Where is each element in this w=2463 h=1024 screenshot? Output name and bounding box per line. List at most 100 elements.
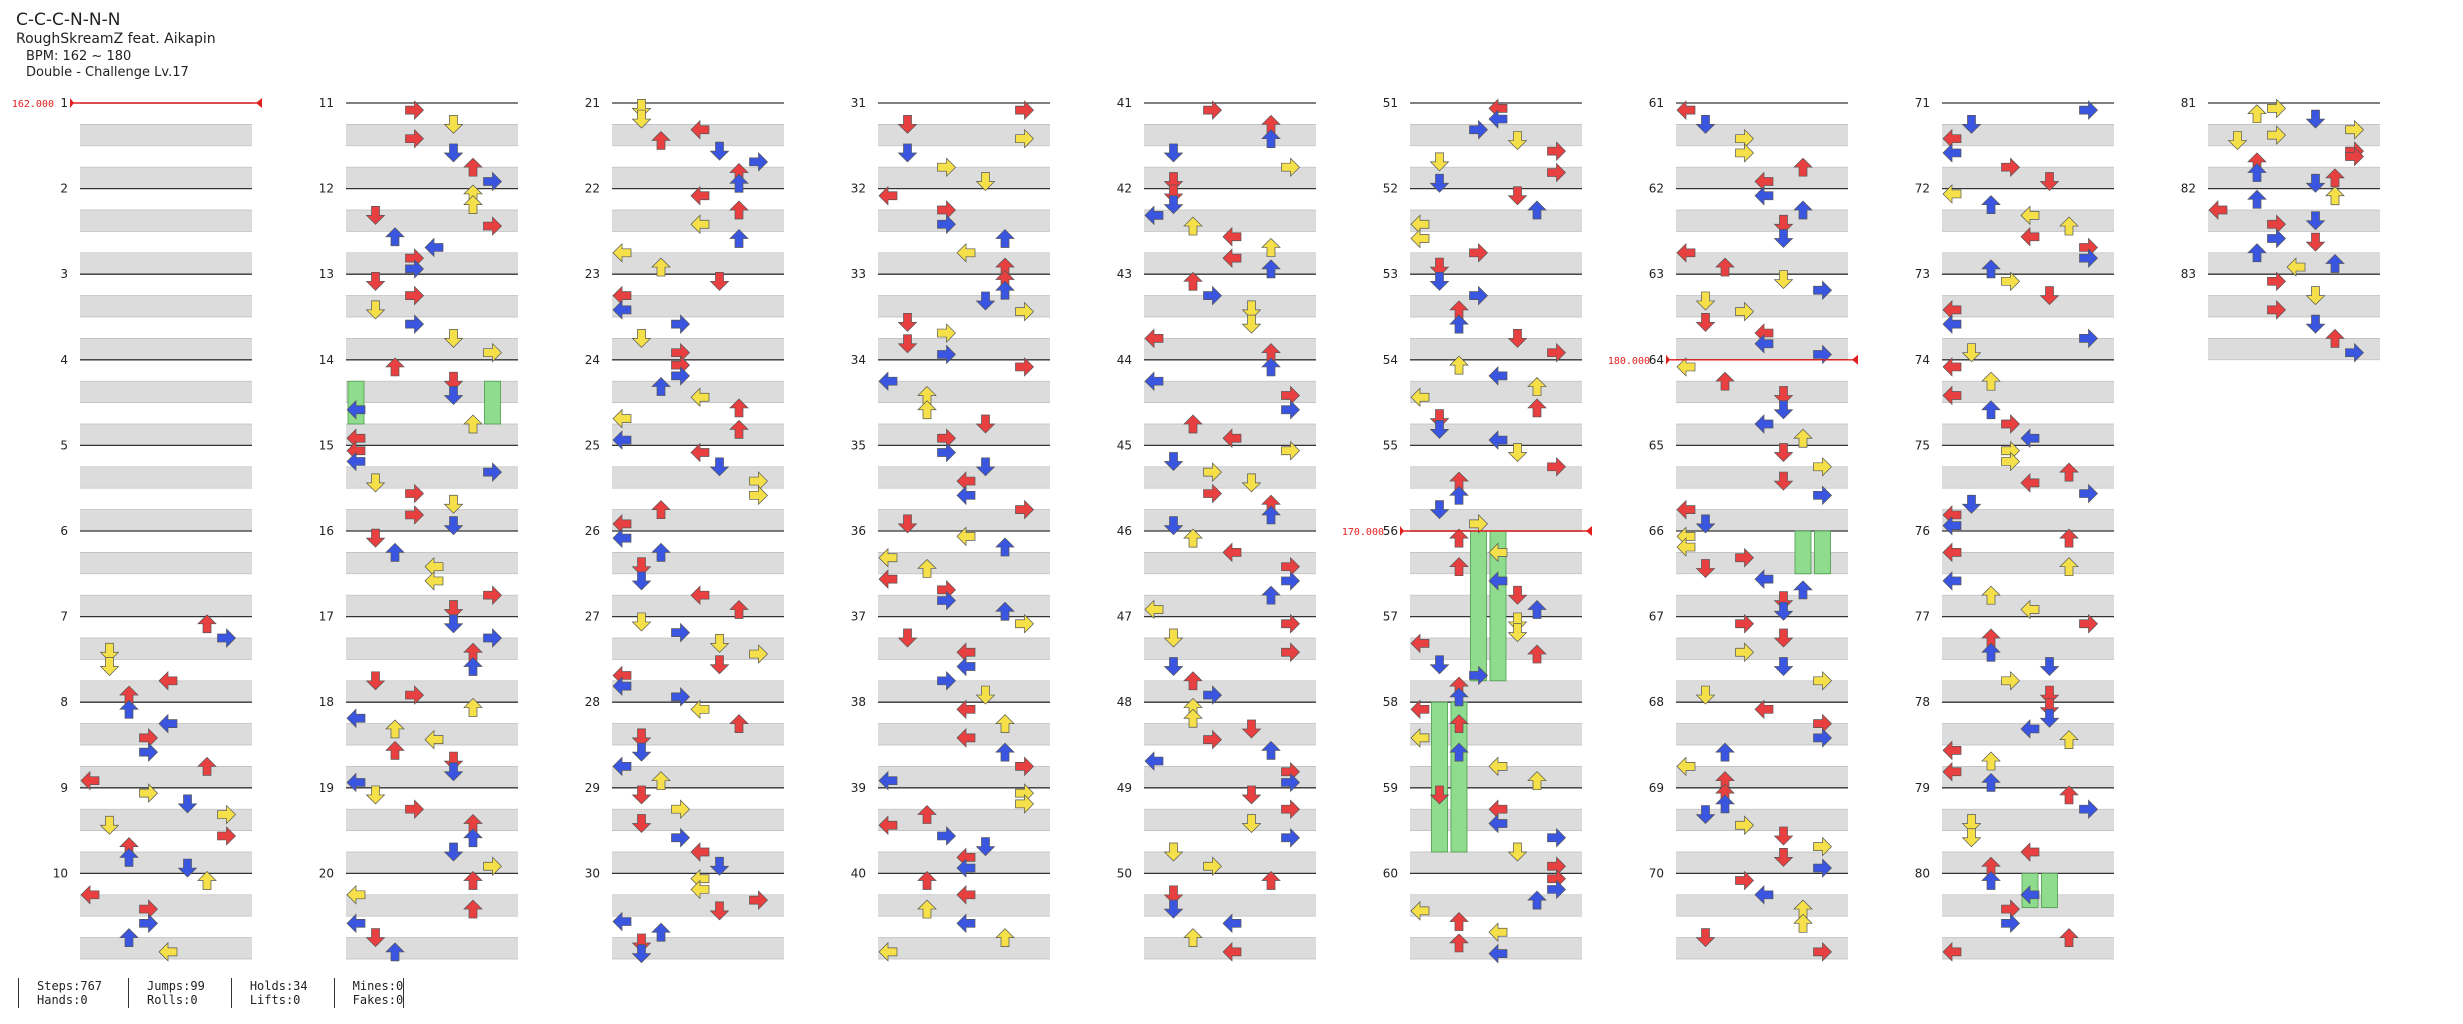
- up-arrow-icon: [1183, 528, 1203, 548]
- down-arrow-icon: [631, 814, 652, 833]
- measure-number: 8: [60, 695, 68, 709]
- arrow-shape: [1773, 471, 1794, 491]
- down-arrow-icon: [975, 172, 996, 191]
- right-arrow-icon: [937, 214, 956, 235]
- up-arrow-icon: [651, 771, 671, 791]
- up-arrow-icon: [1261, 740, 1281, 760]
- right-arrow-icon: [937, 590, 956, 611]
- arrow-shape: [1203, 100, 1222, 120]
- left-arrow-icon: [612, 430, 632, 450]
- down-arrow-icon: [631, 571, 652, 591]
- beat-band: [1676, 295, 1848, 317]
- down-arrow-icon: [2305, 286, 2326, 306]
- arrow-shape: [1981, 871, 2001, 890]
- arrow-shape: [1813, 942, 1832, 962]
- song-artist: RoughSkreamZ feat. Aikapin: [16, 31, 216, 48]
- up-arrow-icon: [1449, 528, 1469, 548]
- arrow-shape: [612, 430, 632, 450]
- up-arrow-icon: [2059, 528, 2079, 548]
- measure-number: 20: [319, 866, 334, 880]
- beat-band: [1410, 509, 1582, 531]
- down-arrow-icon: [631, 742, 652, 762]
- beat-band: [80, 723, 252, 745]
- measure-number: 17: [319, 610, 334, 624]
- right-arrow-icon: [405, 285, 424, 306]
- arrow-shape: [1222, 428, 1242, 449]
- left-arrow-icon: [158, 670, 178, 691]
- up-arrow-icon: [119, 699, 139, 719]
- arrow-shape: [405, 685, 424, 705]
- left-arrow-icon: [1488, 756, 1508, 777]
- arrow-shape: [995, 229, 1015, 248]
- arrow-shape: [1261, 237, 1281, 257]
- up-arrow-icon: [1981, 751, 2001, 771]
- measure-number: 73: [1915, 267, 1930, 281]
- left-arrow-icon: [1488, 430, 1508, 450]
- beat-band: [80, 338, 252, 360]
- beat-band: [1144, 295, 1316, 317]
- arrow-shape: [2001, 670, 2020, 691]
- arrow-shape: [2039, 657, 2060, 677]
- left-arrow-icon: [1488, 922, 1508, 943]
- right-arrow-icon: [405, 505, 424, 525]
- arrow-shape: [1961, 343, 1982, 363]
- up-arrow-icon: [1981, 195, 2001, 214]
- measure-number: 80: [1915, 866, 1930, 880]
- arrow-shape: [1507, 623, 1528, 643]
- up-arrow-icon: [385, 942, 405, 962]
- arrow-shape: [365, 785, 386, 805]
- arrow-shape: [1507, 585, 1528, 605]
- right-arrow-icon: [405, 799, 424, 820]
- up-arrow-icon: [995, 229, 1015, 248]
- right-arrow-icon: [1547, 342, 1566, 363]
- measure-number: 37: [851, 610, 866, 624]
- arrow-shape: [405, 100, 424, 120]
- beat-band: [80, 424, 252, 446]
- down-arrow-icon: [99, 657, 120, 677]
- down-arrow-icon: [1695, 805, 1716, 825]
- down-arrow-icon: [897, 143, 918, 163]
- arrow-shape: [1754, 884, 1774, 905]
- arrow-shape: [2325, 254, 2345, 273]
- arrow-shape: [1449, 314, 1469, 334]
- arrow-shape: [1695, 115, 1716, 134]
- arrow-shape: [385, 227, 405, 247]
- arrow-shape: [1203, 483, 1222, 504]
- up-arrow-icon: [2059, 216, 2079, 236]
- down-arrow-icon: [2039, 657, 2060, 677]
- measure-number: 79: [1915, 781, 1930, 795]
- beat-band: [878, 766, 1050, 788]
- arrow-shape: [1695, 928, 1716, 948]
- left-arrow-icon: [612, 911, 632, 932]
- arrow-shape: [975, 414, 996, 434]
- up-arrow-icon: [463, 871, 483, 890]
- measure-number: 72: [1915, 182, 1930, 196]
- arrow-shape: [443, 762, 464, 782]
- left-arrow-icon: [612, 676, 632, 696]
- right-arrow-icon: [1813, 670, 1832, 691]
- measure-number: 41: [1117, 96, 1132, 110]
- arrow-shape: [443, 842, 464, 862]
- right-arrow-icon: [1813, 858, 1832, 878]
- arrow-shape: [1222, 913, 1242, 934]
- down-arrow-icon: [1507, 186, 1528, 206]
- measure-23: 23: [585, 267, 784, 360]
- left-arrow-icon: [1754, 333, 1774, 354]
- arrow-shape: [1942, 542, 1962, 563]
- measure-number: 30: [585, 866, 600, 880]
- down-arrow-icon: [897, 313, 918, 332]
- down-arrow-icon: [1429, 152, 1450, 172]
- arrow-shape: [1469, 665, 1488, 686]
- measure-3: 3: [60, 267, 252, 360]
- up-arrow-icon: [1793, 200, 1813, 220]
- beat-band: [80, 509, 252, 531]
- arrow-shape: [917, 899, 937, 919]
- up-arrow-icon: [1527, 377, 1547, 396]
- arrow-shape: [443, 329, 464, 348]
- down-arrow-icon: [443, 329, 464, 348]
- arrow-shape: [443, 516, 464, 536]
- measure-number: 29: [585, 781, 600, 795]
- up-arrow-icon: [463, 657, 483, 676]
- up-arrow-icon: [1527, 771, 1547, 791]
- left-arrow-icon: [2020, 884, 2040, 905]
